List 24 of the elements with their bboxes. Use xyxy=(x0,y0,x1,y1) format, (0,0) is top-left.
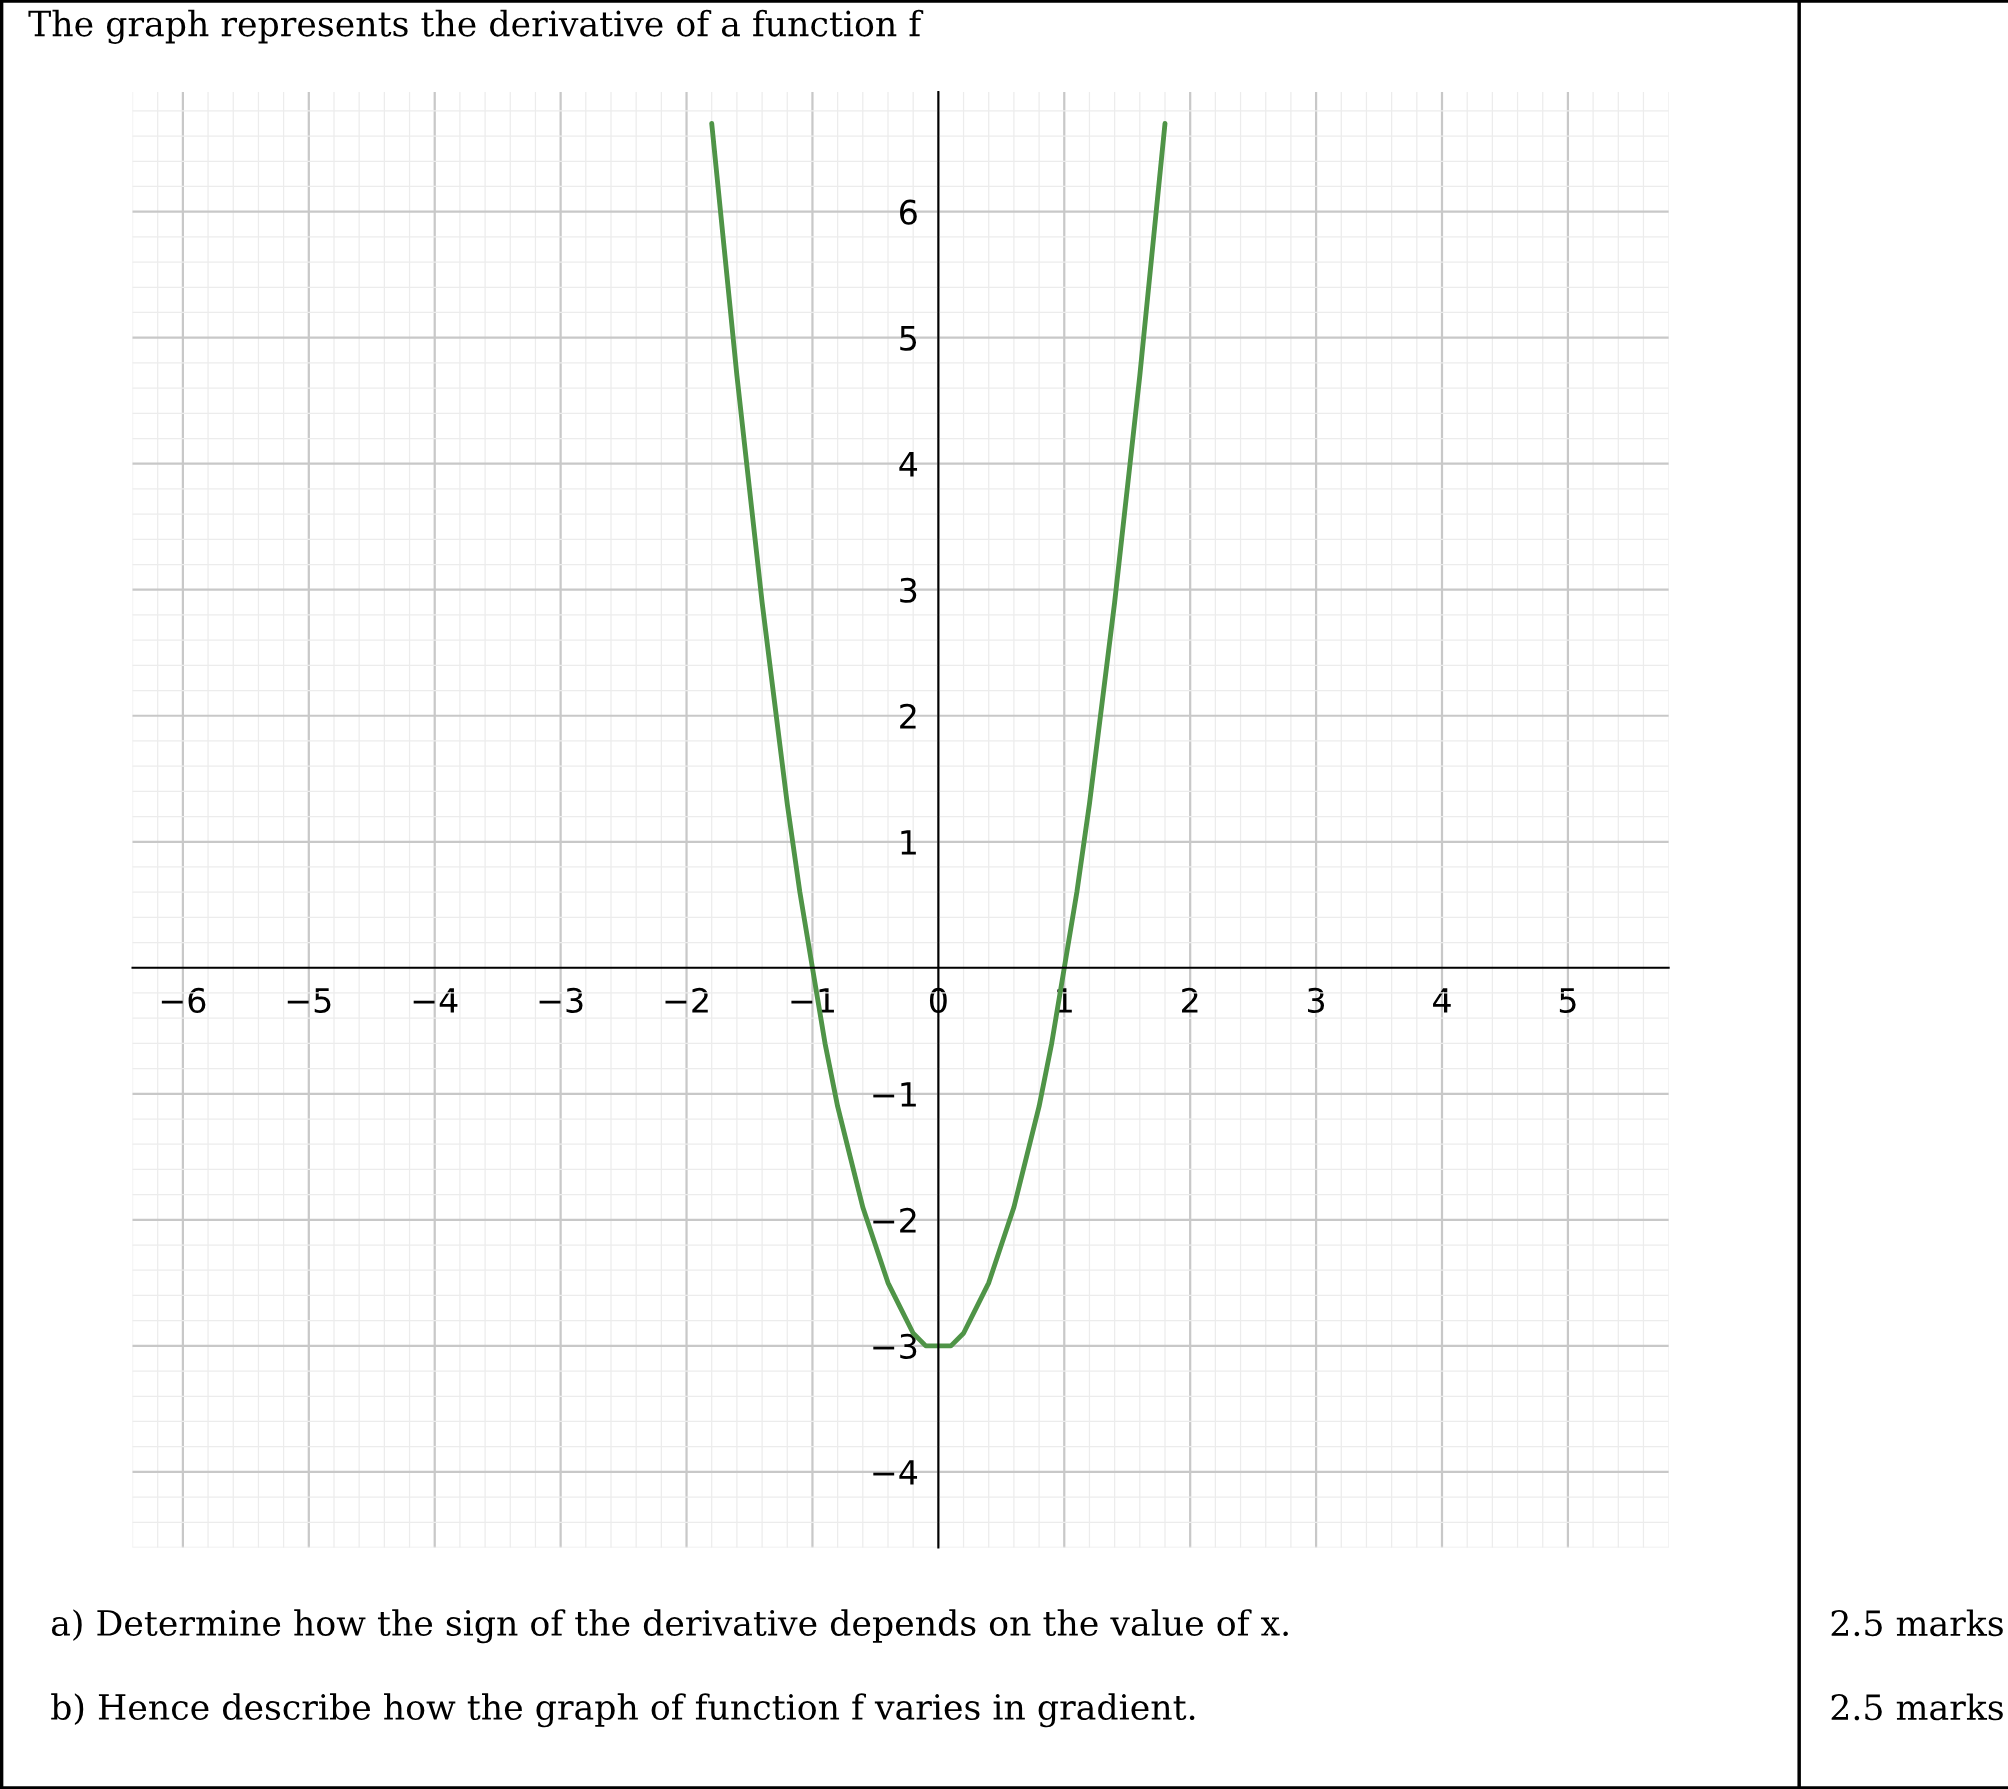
text: 2.5 marks xyxy=(1831,1693,2003,1721)
x-tick-label: −5 xyxy=(287,988,331,1014)
y-tick-label: −2 xyxy=(873,1207,916,1233)
x-tick-label: −4 xyxy=(413,988,458,1013)
y-tick-label: 4 xyxy=(899,452,918,477)
x-tick-label: 3 xyxy=(1308,987,1325,1014)
y-tick-label: −3 xyxy=(873,1333,917,1359)
text: b) Hence describe how the graph of function f varies in gradient. xyxy=(51,1693,1195,1728)
y-tick-label: 2 xyxy=(900,703,916,729)
y-tick-label: 6 xyxy=(900,199,917,225)
y-tick-label: −4 xyxy=(873,1460,918,1485)
y-tick-label: 3 xyxy=(900,577,917,603)
chart-title: The graph represents the derivative of a function f xyxy=(28,9,924,44)
y-tick-label: −1 xyxy=(873,1082,916,1107)
x-tick-label: −2 xyxy=(665,987,708,1013)
y-tick-label: 1 xyxy=(901,830,916,855)
x-tick-label: 5 xyxy=(1559,988,1576,1014)
x-tick-label: 4 xyxy=(1433,988,1451,1013)
x-tick-label: −3 xyxy=(539,987,583,1014)
text: 2.5 marks xyxy=(1831,1609,2003,1637)
text: a) Determine how the sign of the derivative depends on the value of x. xyxy=(51,1609,1288,1644)
x-tick-label: −6 xyxy=(161,987,206,1014)
y-tick-label: 5 xyxy=(900,326,917,351)
x-tick-label: 2 xyxy=(1182,987,1198,1013)
